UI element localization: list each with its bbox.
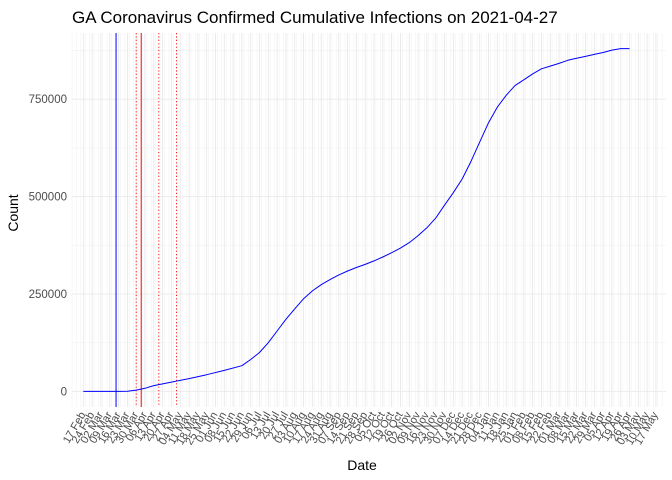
chart-title: GA Coronavirus Confirmed Cumulative Infe… — [72, 8, 558, 27]
y-axis-title: Count — [5, 194, 21, 231]
y-axis-ticks: 0 250000 500000 750000 — [29, 94, 67, 398]
x-axis-title: Date — [347, 457, 377, 473]
grid-layer — [71, 33, 666, 407]
reference-lines — [115, 33, 177, 407]
y-tick-label: 500000 — [29, 192, 67, 204]
series-layer — [83, 48, 630, 392]
series-line-1 — [83, 48, 630, 392]
y-tick-label: 0 — [61, 386, 67, 398]
y-tick-label: 250000 — [29, 289, 67, 301]
y-tick-label: 750000 — [29, 94, 67, 106]
